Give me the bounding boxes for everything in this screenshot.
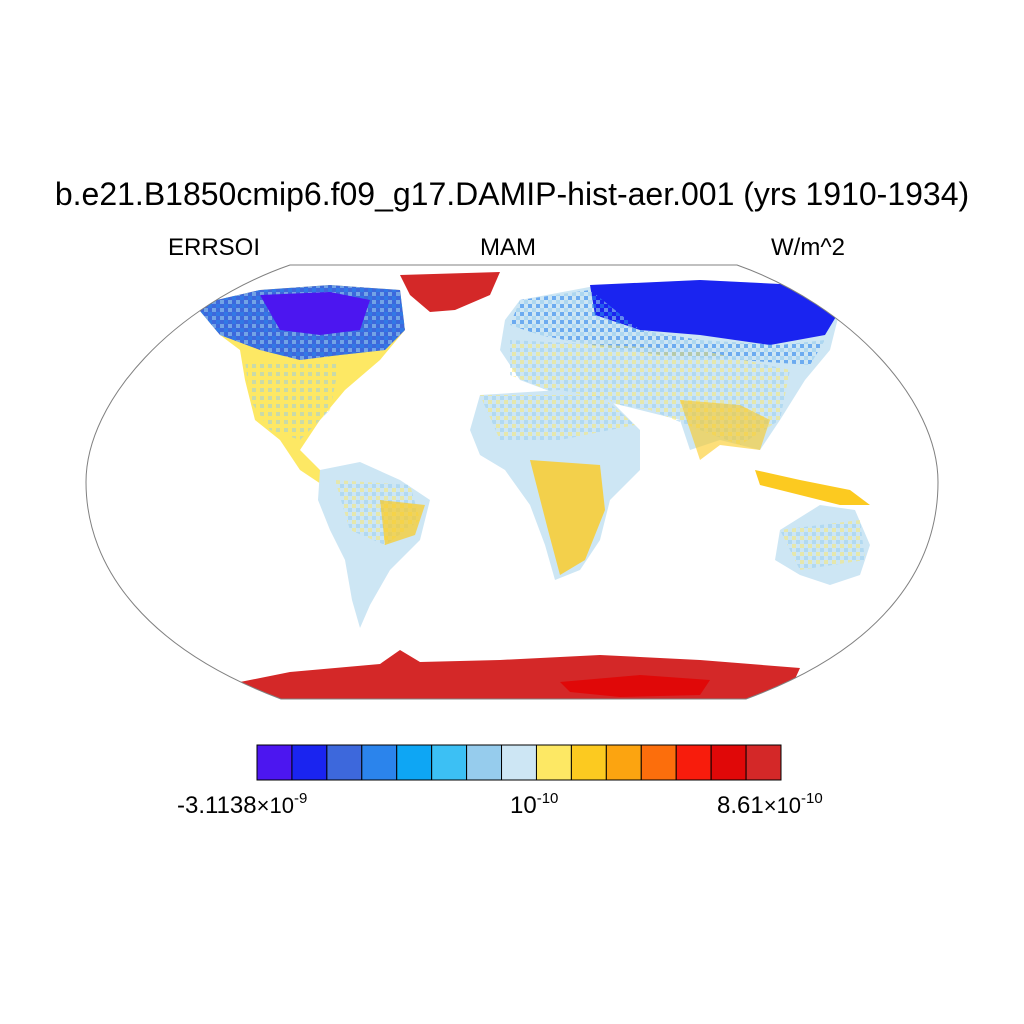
africa-south: [530, 460, 605, 575]
map-land: [195, 272, 870, 699]
colorbar-box: [640, 744, 677, 781]
colorbar-box: [326, 744, 363, 781]
colorbar-box: [675, 744, 712, 781]
colorbar-box: [570, 744, 607, 781]
colorbar-box: [431, 744, 468, 781]
greenland: [400, 272, 500, 312]
colorbar-box: [256, 744, 293, 781]
antarctica-core: [560, 675, 710, 697]
variable-label: ERRSOI: [168, 234, 261, 261]
units-label: W/m^2: [771, 234, 845, 261]
antarctica: [230, 650, 800, 699]
colorbar-min-label: -3.1138×10-9: [177, 790, 308, 819]
colorbar-box: [605, 744, 642, 781]
colorbar-box: [501, 744, 537, 781]
colorbar-mid-label: 10-10: [510, 790, 559, 819]
south-america-east: [380, 500, 425, 545]
colorbar-box: [396, 744, 433, 781]
colorbar-box: [710, 744, 747, 781]
colorbar: [256, 744, 782, 781]
colorbar-box: [291, 744, 328, 781]
canada-core: [260, 292, 370, 335]
plot-title: b.e21.B1850cmip6.f09_g17.DAMIP-hist-aer.…: [54, 176, 970, 212]
season-label: MAM: [480, 234, 536, 261]
map-boundary: [85, 264, 939, 700]
colorbar-box: [361, 744, 398, 781]
colorbar-max-label: 8.61×10-10: [717, 790, 823, 819]
siberia: [590, 280, 840, 345]
maritime-continent: [755, 470, 870, 505]
colorbar-box: [535, 744, 572, 781]
colorbar-box: [745, 744, 782, 781]
colorbar-box: [466, 744, 503, 781]
south-asia: [680, 400, 770, 460]
